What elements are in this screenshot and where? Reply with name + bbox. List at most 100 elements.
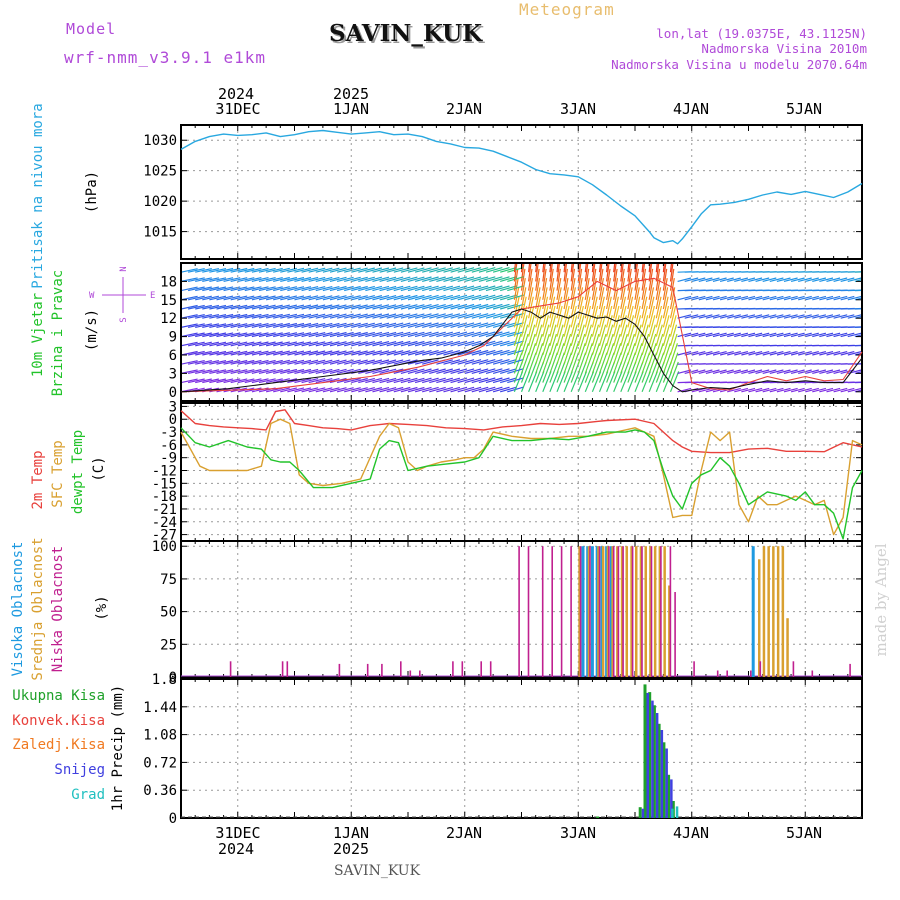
wind-barb-27	[372, 387, 390, 393]
wind-barb-296	[216, 359, 234, 365]
wind-barb-1246	[762, 277, 777, 282]
wind-barb-787	[258, 313, 276, 319]
wind-barb-552	[655, 324, 663, 346]
wind-barb-1285	[351, 267, 368, 273]
wind-barb-1000	[393, 294, 411, 301]
cloud-ytick-label-2: 50	[160, 605, 177, 621]
wind-barb-707	[379, 322, 397, 328]
wind-barb-644	[620, 315, 627, 337]
cloud-ytick-label-3: 75	[160, 572, 177, 588]
wind-barb-1040	[677, 295, 692, 301]
wind-barb-524	[457, 340, 475, 347]
wind-barb-202	[237, 369, 255, 374]
wind-barb-1072	[216, 286, 234, 292]
wind-barb-1071	[209, 286, 227, 292]
wind-barb-146	[528, 361, 537, 383]
wind-barb-493	[237, 341, 255, 347]
wind-barb-349	[591, 343, 600, 365]
wind-barb-257	[627, 352, 636, 374]
wind-ytick-label-6: 18	[160, 274, 177, 290]
pressure-unit: (hPa)	[84, 171, 100, 213]
cloud-low-bar-5	[381, 663, 383, 677]
wind-barb-200	[223, 369, 241, 374]
wind-barb-1293	[407, 267, 425, 273]
wind-barb-392	[209, 350, 227, 356]
wind-barb-1170	[223, 277, 241, 282]
wind-barb-621	[457, 331, 475, 338]
snow-bar-5	[665, 748, 668, 818]
wind-barb-712	[414, 322, 432, 328]
wind-barb-1084	[301, 286, 319, 292]
wind-barb-998	[379, 295, 397, 301]
wind-barb-664	[762, 332, 777, 338]
wind-barb-263	[669, 352, 679, 374]
wind-barb-142	[500, 377, 517, 384]
wind-barb-1087	[322, 286, 340, 292]
wind-barb-519	[422, 340, 439, 347]
wind-barb-26	[365, 387, 383, 393]
wind-barb-194	[181, 369, 198, 374]
wind-barb-893	[322, 304, 340, 310]
wind-barb-553	[662, 324, 670, 346]
wind-barb-55	[570, 371, 580, 393]
wind-barb-1280	[315, 267, 333, 273]
wind-barb-1018	[520, 277, 526, 300]
wind-barb-246	[549, 352, 558, 374]
wind-barb-331	[464, 359, 482, 365]
wind-barb-487	[195, 341, 212, 347]
wind-barb-1245	[755, 277, 770, 282]
wind-barb-30	[393, 386, 411, 393]
wind-barb-929	[577, 287, 584, 310]
wind-barb-144	[513, 361, 523, 383]
wind-barb-737	[591, 305, 599, 328]
bottom-day-5jan: 5JAN	[786, 824, 822, 842]
dewpt-temp-label: dewpt Temp	[70, 430, 86, 514]
wind-barb-808	[407, 313, 425, 319]
wind-barb-604	[336, 331, 354, 338]
wind-barb-1241	[727, 277, 741, 282]
wind-barb-1173	[244, 277, 262, 282]
wind-barb-152	[570, 361, 580, 383]
wind-barb-1312	[542, 263, 545, 273]
wind-barb-987	[301, 295, 319, 301]
bottom-year-2025: 2025	[333, 840, 369, 858]
cloud-low-bar-0	[229, 661, 232, 677]
wind-barb-1129	[620, 268, 625, 291]
wind-barb-720	[471, 322, 489, 328]
wind-barb-639	[584, 315, 592, 337]
wind-barb-78	[734, 387, 749, 393]
wind-barb-532	[513, 324, 522, 346]
wind-barb-136	[457, 377, 475, 384]
compass-icon: N W E S	[89, 266, 155, 322]
wind-barb-164	[655, 361, 665, 383]
wind-barb-43	[485, 386, 503, 393]
wind-barb-984	[280, 295, 298, 301]
wind-barb-330	[457, 359, 475, 365]
wind-barb-744	[641, 305, 648, 328]
wind-barb-852	[719, 314, 734, 319]
wind-barb-398	[251, 350, 269, 356]
wind-barb-1110	[485, 285, 503, 292]
precip-total-label: Ukupna Kisa	[12, 688, 105, 704]
cloud-low-bar-38	[811, 670, 814, 677]
wind-barb-801	[358, 313, 375, 319]
snow-label: Snijeg	[54, 762, 105, 778]
wind-barb-854	[734, 314, 749, 319]
wind-barb-1329	[662, 263, 666, 273]
wind-barb-1098	[400, 285, 418, 292]
wind-barb-831	[570, 296, 577, 319]
wind-barb-426	[450, 349, 468, 356]
wind-barb-1202	[450, 276, 468, 282]
wind-barb-706	[372, 322, 390, 328]
wind-barb-505	[322, 341, 340, 347]
compass-west: W	[89, 291, 95, 301]
wind-barb-1199	[429, 276, 446, 282]
wind-barb-1119	[549, 268, 554, 291]
snow-bar-0	[641, 808, 645, 818]
top-year-2025: 2025	[333, 85, 369, 103]
wind-barb-807	[400, 313, 418, 319]
wind-barb-336	[500, 359, 517, 365]
wind-barb-389	[187, 350, 205, 356]
wind-barb-100	[202, 378, 220, 384]
wind-barb-886	[273, 304, 290, 310]
